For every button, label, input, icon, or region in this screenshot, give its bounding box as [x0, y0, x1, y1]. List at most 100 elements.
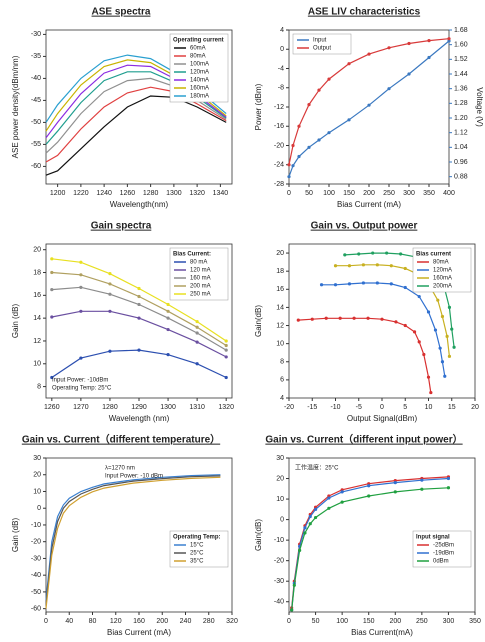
data-point: [50, 375, 54, 380]
y-tick-label: -30: [31, 31, 41, 38]
data-point: [447, 305, 452, 310]
data-point: [407, 41, 411, 46]
x-tick-label: -15: [307, 404, 317, 411]
data-point: [137, 302, 141, 307]
data-point: [385, 251, 389, 255]
y-tick-label: 10: [33, 488, 41, 495]
data-point: [440, 360, 445, 364]
y-tick-label: -8: [278, 85, 284, 92]
y2-tick-label: 1.04: [454, 144, 468, 151]
y-tick-label: -20: [31, 539, 41, 546]
data-point: [445, 334, 449, 338]
data-point: [438, 346, 442, 350]
data-point: [412, 330, 417, 334]
data-point: [224, 348, 228, 352]
y-tick-label: 20: [33, 247, 41, 254]
data-point: [403, 323, 407, 328]
data-point: [407, 72, 411, 76]
y2-tick-label: 0.88: [454, 174, 468, 181]
y2-tick-label: 1.60: [454, 42, 468, 49]
data-point: [327, 496, 331, 500]
x-tick-label: 280: [203, 618, 215, 625]
data-point: [317, 138, 321, 142]
data-point: [375, 281, 379, 285]
plot-frame: [45, 29, 233, 185]
data-point: [137, 316, 141, 320]
data-point: [433, 328, 438, 332]
x-tick-label: 150: [363, 618, 375, 625]
y-tick-label: 12: [276, 322, 284, 329]
legend-box: [292, 33, 352, 55]
y-tick-label: -24: [274, 162, 284, 169]
legend-label: 120 mA: [190, 268, 211, 274]
x-tick-label: 1280: [143, 190, 159, 197]
data-point: [447, 37, 451, 41]
data-point: [420, 478, 424, 482]
data-point: [292, 583, 296, 587]
y-tick-label: -50: [31, 119, 41, 126]
data-point: [403, 285, 407, 290]
y-tick-label: 10: [276, 340, 284, 347]
series-line: [298, 317, 432, 393]
x-tick-label: 350: [469, 618, 481, 625]
y2-tick-label: 1.44: [454, 71, 468, 78]
y-tick-label: 12: [33, 338, 41, 345]
data-point: [308, 514, 312, 519]
data-point: [108, 272, 112, 276]
data-point: [347, 264, 352, 268]
data-point: [324, 316, 328, 320]
data-point: [446, 486, 451, 490]
y-tick-label: 16: [276, 286, 284, 293]
data-point: [338, 316, 342, 320]
legend-box: [169, 247, 229, 301]
y-tick-label: 10: [33, 361, 41, 368]
y-tick-label: 6: [280, 377, 284, 384]
data-point: [195, 319, 199, 324]
series-line: [45, 475, 221, 606]
data-point: [427, 38, 431, 43]
data-point: [327, 77, 331, 81]
data-point: [303, 531, 307, 535]
y-tick-label: 30: [33, 455, 41, 462]
x-axis-label: Wavelength(nm): [110, 200, 169, 209]
data-point: [393, 481, 397, 485]
x-tick-label: 1290: [131, 404, 147, 411]
series-line: [45, 474, 221, 601]
data-point: [399, 252, 403, 256]
legend-label: 15°C: [190, 543, 204, 549]
legend-label: 160 mA: [190, 276, 211, 282]
y-tick-label: -40: [31, 572, 41, 579]
data-point: [340, 490, 344, 494]
legend-label: 200 mA: [190, 284, 211, 290]
data-point: [403, 266, 407, 271]
y-tick-label: -60: [31, 163, 41, 170]
y-axis-label: Gain(dB): [254, 519, 263, 551]
data-point: [447, 354, 452, 358]
y-axis-label: Gain (dB): [11, 518, 20, 553]
data-point: [137, 286, 141, 291]
series-line: [288, 38, 450, 165]
x-tick-label: -10: [330, 404, 340, 411]
data-point: [50, 270, 54, 275]
y-tick-label: 14: [33, 315, 41, 322]
data-point: [375, 263, 379, 267]
series-line: [51, 349, 227, 379]
x-axis-label: Bias Current (mA): [337, 200, 401, 209]
x-axis-label: Bias Current(mA): [351, 628, 413, 637]
data-point: [327, 131, 331, 135]
legend-label: 60mA: [190, 46, 206, 52]
data-point: [447, 39, 451, 43]
chart-panel: Gain spectra 1260 1270 1280 1290 1300 1310 1320…: [11, 221, 234, 423]
legend-box: [169, 33, 229, 103]
data-point: [291, 164, 295, 168]
data-point: [137, 294, 141, 299]
legend-label: 35°C: [190, 559, 204, 565]
x-tick-label: 100: [323, 190, 335, 197]
y-tick-label: 8: [280, 359, 284, 366]
legend-label: 0dBm: [433, 559, 449, 565]
legend-label: 25°C: [190, 551, 204, 557]
chart-title: Gain vs. Output power: [311, 221, 418, 232]
x-tick-label: 120: [110, 618, 122, 625]
chart-title: ASE spectra: [92, 7, 151, 18]
y2-tick-label: 1.28: [454, 100, 468, 107]
